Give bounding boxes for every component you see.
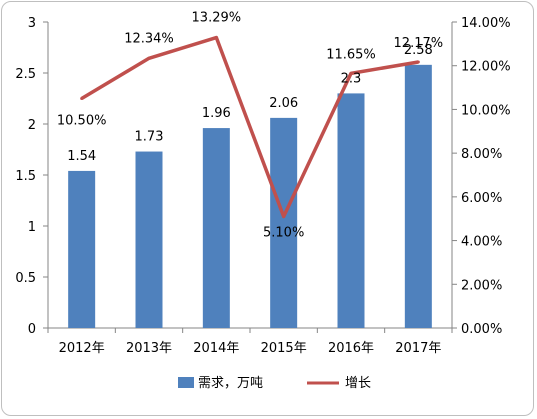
bar-value-label: 1.96	[202, 106, 231, 121]
bar	[68, 170, 96, 328]
left-tick-label: 2	[28, 118, 36, 133]
axes: 0 0.5 1 1.5 2 2.5 3 0.00% 2.00% 4.00% 6.00% 8.00% 10…	[15, 16, 510, 356]
right-tick-label: 12.00%	[461, 60, 511, 75]
legend-label-growth: 增长	[345, 376, 371, 391]
data-labels: 1.54 1.73 1.96 2.06 2.3 2.58 10.50% 12.34% 13.29…	[57, 11, 443, 241]
bar	[202, 128, 230, 328]
line-value-label: 10.50%	[57, 114, 107, 129]
bar-value-label: 2.06	[269, 96, 298, 111]
growth-line	[80, 35, 419, 219]
line-point	[147, 56, 151, 60]
line-point	[80, 97, 84, 100]
bar-value-label: 2.3	[341, 71, 362, 86]
line-value-label: 13.29%	[192, 11, 242, 26]
x-tick-label: 2012年	[59, 341, 105, 356]
right-tick-label: 4.00%	[461, 235, 502, 250]
left-tick-label: 0.5	[15, 271, 36, 286]
legend: 需求，万吨 增长	[178, 376, 371, 391]
bar-value-label: 2.58	[404, 43, 433, 58]
right-tick-label: 2.00%	[461, 278, 502, 293]
right-tick-label: 6.00%	[461, 191, 502, 206]
line-point	[349, 71, 353, 75]
bar	[135, 151, 163, 328]
x-tick-label: 2017年	[395, 341, 441, 356]
bar	[337, 93, 365, 329]
line-point	[214, 36, 218, 40]
bar-value-label: 1.73	[135, 130, 164, 145]
left-tick-label: 1.5	[15, 169, 36, 184]
line-point	[416, 60, 420, 64]
line-series	[80, 35, 420, 219]
bar-value-label: 1.54	[67, 149, 96, 164]
right-tick-label: 14.00%	[461, 16, 511, 31]
right-tick-label: 8.00%	[461, 147, 502, 162]
line-point	[282, 215, 286, 219]
left-tick-label: 2.5	[15, 67, 36, 82]
legend-swatch-bar	[178, 377, 194, 388]
left-tick-label: 1	[28, 220, 36, 235]
line-value-label: 12.17%	[394, 36, 444, 51]
bar	[270, 117, 298, 328]
right-tick-label: 10.00%	[461, 103, 511, 118]
line-value-label: 5.10%	[263, 226, 304, 241]
bar	[404, 64, 432, 328]
x-tick-label: 2014年	[193, 341, 239, 356]
x-tick-label: 2013年	[126, 341, 172, 356]
bar-series	[68, 64, 432, 329]
line-value-label: 11.65%	[326, 47, 376, 62]
x-tick-label: 2015年	[261, 341, 307, 356]
left-tick-label: 0	[28, 322, 36, 337]
x-tick-label: 2016年	[328, 341, 374, 356]
line-value-label: 12.34%	[124, 31, 174, 46]
legend-label-demand: 需求，万吨	[198, 376, 263, 391]
left-tick-label: 3	[28, 16, 36, 31]
right-tick-label: 0.00%	[461, 322, 502, 337]
